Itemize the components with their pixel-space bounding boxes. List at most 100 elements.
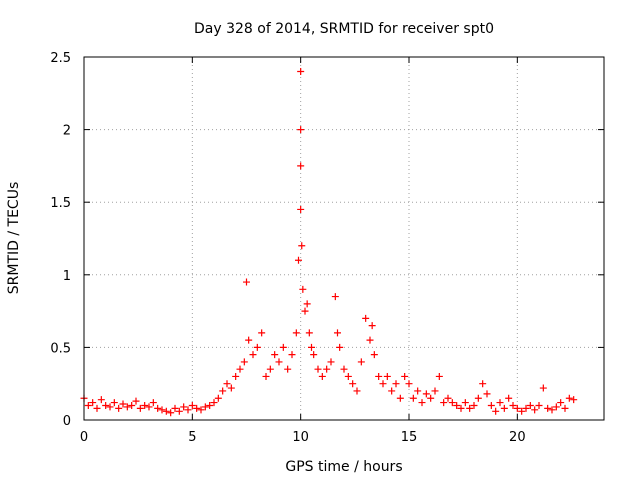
data-point [128,401,136,409]
data-point [479,380,487,388]
data-point [509,401,517,409]
data-point [368,322,376,330]
data-point [249,351,257,359]
data-point [89,399,97,407]
data-point [297,68,305,76]
data-point [206,401,214,409]
data-point [214,394,222,402]
x-tick-label: 15 [401,430,418,445]
data-point [284,365,292,373]
chart-title: Day 328 of 2014, SRMTID for receiver spt… [194,21,494,37]
data-point [323,365,331,373]
data-point [136,404,144,412]
data-point [158,406,166,414]
plot-frame [83,56,605,421]
y-axis-title: SRMTID / TECUs [6,182,22,295]
data-point [123,403,131,411]
data-point [496,399,504,407]
data-point [299,285,307,293]
axis-ticks [83,56,604,421]
y-tick-label: 2.5 [50,51,71,66]
data-point [197,406,205,414]
data-points [80,68,578,417]
data-point [565,394,573,402]
data-point [295,256,302,264]
data-point [444,394,452,402]
data-point [219,387,227,395]
data-point [297,162,305,170]
data-point [544,404,552,412]
data-point [487,401,495,409]
data-point [180,403,188,411]
data-point [275,358,283,366]
data-point [492,407,500,415]
data-point [175,407,183,415]
x-tick-label: 20 [509,430,526,445]
data-point [570,396,578,404]
data-point [561,404,569,412]
y-tick-label: 1.5 [50,196,71,211]
data-point [362,314,370,322]
x-axis-title: GPS time / hours [285,459,402,475]
data-point [227,384,235,392]
data-point [327,358,335,366]
data-point [93,404,101,412]
data-point [392,380,400,388]
data-point [388,387,396,395]
data-point [297,205,305,213]
data-point [500,404,508,412]
data-point [292,329,300,337]
data-point [370,351,378,359]
data-point [271,351,279,359]
data-point [427,394,435,402]
data-point [505,394,513,402]
data-point [102,401,110,409]
data-point [119,400,127,408]
data-point [162,407,170,415]
data-point [132,397,140,405]
data-point [383,372,391,380]
data-point [396,394,404,402]
data-point [305,329,313,337]
data-point [310,351,318,359]
data-point [245,336,253,344]
data-point [318,372,326,380]
data-point [539,384,547,392]
data-point [513,404,521,412]
data-point [279,343,287,351]
data-point [535,401,543,409]
data-point [336,343,344,351]
data-point [357,358,365,366]
data-point [522,404,530,412]
data-point [236,365,244,373]
data-point [97,396,105,404]
data-point [518,407,526,415]
data-point [431,387,439,395]
data-point [344,372,352,380]
data-point [435,372,443,380]
data-point [379,380,387,388]
data-point [298,242,306,250]
y-tick-label: 2 [63,124,71,139]
data-point [149,399,157,407]
data-point [314,365,322,373]
data-point [262,372,270,380]
data-point [288,351,296,359]
data-point [531,406,539,414]
data-point [154,404,162,412]
data-point [414,387,422,395]
x-tick-label: 5 [188,430,196,445]
data-point [422,390,430,398]
data-point [301,307,309,315]
x-tick-label: 10 [292,430,309,445]
data-point [526,401,534,409]
data-point [461,399,469,407]
data-point [331,293,339,301]
data-point [557,399,565,407]
data-point [552,403,560,411]
grid-lines [84,57,604,420]
data-point [548,406,556,414]
tick-labels: 0 5 10 15 20 0 0.5 1 1.5 2 2.5 [50,51,525,445]
